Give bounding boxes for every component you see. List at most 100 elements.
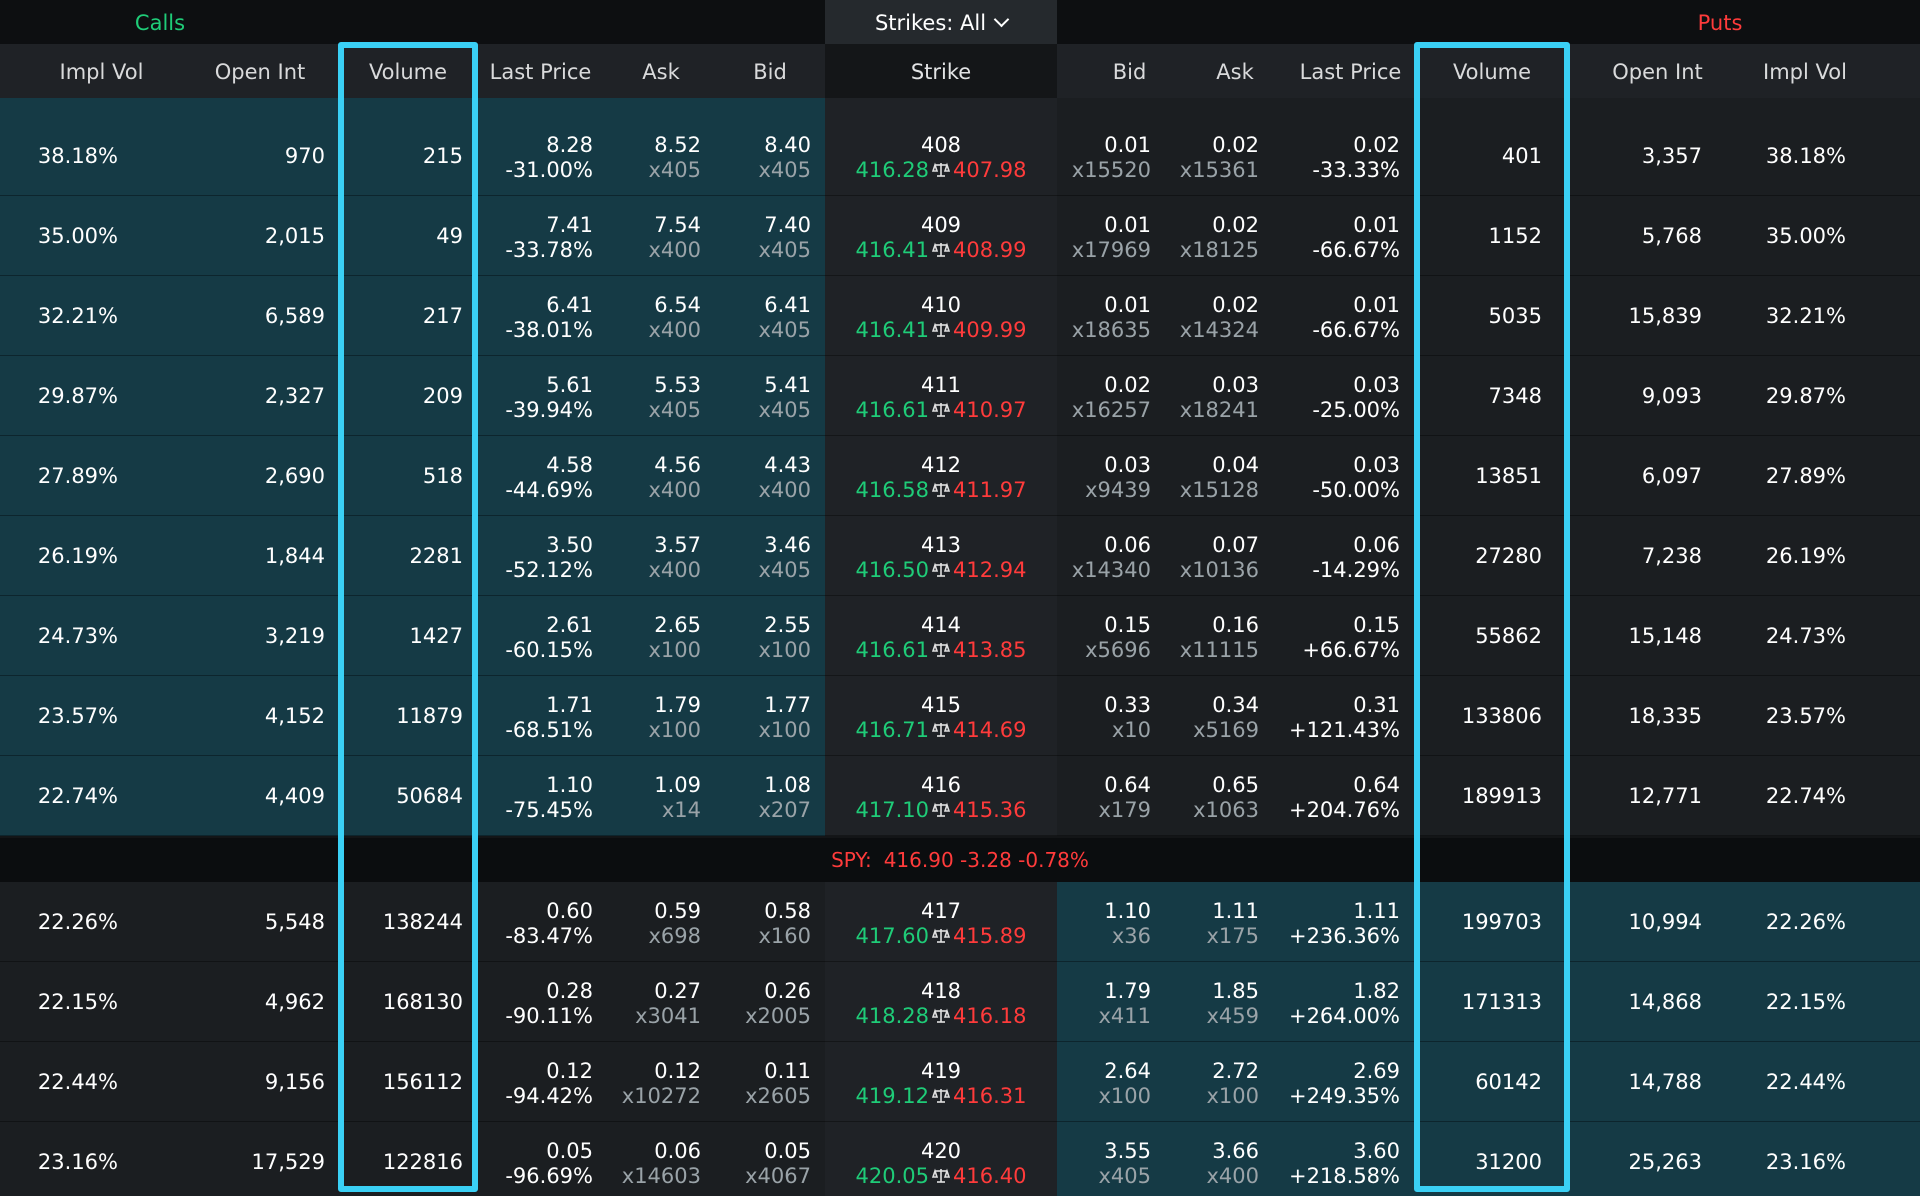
put-bid-cell[interactable]: 0.15 x5696 <box>1057 596 1165 676</box>
calls-header-bid[interactable]: Bid <box>753 60 787 84</box>
strike-cell[interactable]: 417 417.60 415.89 <box>825 882 1057 962</box>
put-ask-cell[interactable]: 0.34 x5169 <box>1165 676 1273 756</box>
put-oi-cell[interactable]: 9,093 <box>1570 356 1720 436</box>
call-iv-cell[interactable]: 22.44% <box>0 1042 163 1122</box>
put-oi-cell[interactable]: 18,335 <box>1570 676 1720 756</box>
call-oi-cell[interactable]: 1,844 <box>163 516 339 596</box>
call-ask-cell[interactable]: 7.54 x400 <box>607 196 715 276</box>
put-oi-cell[interactable]: 10,994 <box>1570 882 1720 962</box>
call-bid-cell[interactable]: 0.58 x160 <box>715 882 825 962</box>
put-bid-cell[interactable]: 1.79 x411 <box>1057 962 1165 1042</box>
call-last-price-cell[interactable]: 0.60 -83.47% <box>477 882 607 962</box>
call-iv-cell[interactable]: 22.26% <box>0 882 163 962</box>
put-vol-cell[interactable]: 171313 <box>1414 962 1570 1042</box>
put-vol-cell[interactable]: 55862 <box>1414 596 1570 676</box>
strike-cell[interactable]: 420 420.05 416.40 <box>825 1122 1057 1196</box>
put-iv-cell[interactable]: 32.21% <box>1720 276 1862 356</box>
puts-header-bid[interactable]: Bid <box>1112 60 1147 84</box>
put-last-price-cell[interactable]: 2.69 +249.35% <box>1273 1042 1414 1122</box>
strike-cell[interactable]: 414 416.61 413.85 <box>825 596 1057 676</box>
call-ask-cell[interactable]: 2.65 x100 <box>607 596 715 676</box>
put-last-price-cell[interactable]: 1.11 +236.36% <box>1273 882 1414 962</box>
put-last-price-cell[interactable]: 1.82 +264.00% <box>1273 962 1414 1042</box>
put-ask-cell[interactable]: 0.65 x1063 <box>1165 756 1273 836</box>
call-ask-cell[interactable]: 4.56 x400 <box>607 436 715 516</box>
put-iv-cell[interactable]: 22.44% <box>1720 1042 1862 1122</box>
call-last-price-cell[interactable]: 4.58 -44.69% <box>477 436 607 516</box>
put-vol-cell[interactable]: 133806 <box>1414 676 1570 756</box>
strike-cell[interactable]: 411 416.61 410.97 <box>825 356 1057 436</box>
call-last-price-cell[interactable]: 0.28 -90.11% <box>477 962 607 1042</box>
put-oi-cell[interactable]: 6,097 <box>1570 436 1720 516</box>
call-last-price-cell[interactable]: 7.41 -33.78% <box>477 196 607 276</box>
call-oi-cell[interactable]: 970 <box>163 116 339 196</box>
put-last-price-cell[interactable]: 0.01 -66.67% <box>1273 196 1414 276</box>
call-vol-cell[interactable]: 217 <box>339 276 477 356</box>
call-iv-cell[interactable]: 23.16% <box>0 1122 163 1196</box>
call-bid-cell[interactable]: 0.26 x2005 <box>715 962 825 1042</box>
puts-header-oi[interactable]: Open Int <box>1612 60 1703 84</box>
put-bid-cell[interactable]: 0.02 x16257 <box>1057 356 1165 436</box>
call-vol-cell[interactable]: 2281 <box>339 516 477 596</box>
put-last-price-cell[interactable]: 0.03 -25.00% <box>1273 356 1414 436</box>
table-row[interactable]: 23.16% 17,529 122816 0.05 -96.69% 0.06 x14603 0… <box>0 1122 1920 1196</box>
table-row[interactable]: 22.74% 4,409 50684 1.10 -75.45% 1.09 x14 1.08 x2… <box>0 756 1920 836</box>
put-iv-cell[interactable]: 35.00% <box>1720 196 1862 276</box>
call-bid-cell[interactable]: 4.43 x400 <box>715 436 825 516</box>
put-oi-cell[interactable]: 15,839 <box>1570 276 1720 356</box>
call-last-price-cell[interactable]: 6.41 -38.01% <box>477 276 607 356</box>
table-row[interactable]: 22.44% 9,156 156112 0.12 -94.42% 0.12 x10272 0.… <box>0 1042 1920 1122</box>
call-bid-cell[interactable]: 2.55 x100 <box>715 596 825 676</box>
put-last-price-cell[interactable]: 0.31 +121.43% <box>1273 676 1414 756</box>
call-iv-cell[interactable]: 22.74% <box>0 756 163 836</box>
call-last-price-cell[interactable]: 8.28 -31.00% <box>477 116 607 196</box>
call-iv-cell[interactable]: 23.57% <box>0 676 163 756</box>
put-bid-cell[interactable]: 0.03 x9439 <box>1057 436 1165 516</box>
put-vol-cell[interactable]: 7348 <box>1414 356 1570 436</box>
call-oi-cell[interactable]: 2,327 <box>163 356 339 436</box>
call-iv-cell[interactable]: 38.18% <box>0 116 163 196</box>
call-bid-cell[interactable]: 3.46 x405 <box>715 516 825 596</box>
put-iv-cell[interactable]: 23.57% <box>1720 676 1862 756</box>
strike-cell[interactable]: 409 416.41 408.99 <box>825 196 1057 276</box>
call-vol-cell[interactable]: 168130 <box>339 962 477 1042</box>
call-vol-cell[interactable]: 518 <box>339 436 477 516</box>
put-oi-cell[interactable]: 14,788 <box>1570 1042 1720 1122</box>
put-oi-cell[interactable]: 25,263 <box>1570 1122 1720 1196</box>
call-oi-cell[interactable]: 9,156 <box>163 1042 339 1122</box>
put-iv-cell[interactable]: 26.19% <box>1720 516 1862 596</box>
put-last-price-cell[interactable]: 0.01 -66.67% <box>1273 276 1414 356</box>
put-ask-cell[interactable]: 0.02 x18125 <box>1165 196 1273 276</box>
put-vol-cell[interactable]: 189913 <box>1414 756 1570 836</box>
call-ask-cell[interactable]: 1.79 x100 <box>607 676 715 756</box>
call-bid-cell[interactable]: 6.41 x405 <box>715 276 825 356</box>
put-iv-cell[interactable]: 23.16% <box>1720 1122 1862 1196</box>
table-row[interactable]: 27.89% 2,690 518 4.58 -44.69% 4.56 x400 4.43 x40… <box>0 436 1920 516</box>
table-row[interactable]: 22.15% 4,962 168130 0.28 -90.11% 0.27 x3041 0.2… <box>0 962 1920 1042</box>
call-bid-cell[interactable]: 1.77 x100 <box>715 676 825 756</box>
put-vol-cell[interactable]: 199703 <box>1414 882 1570 962</box>
strikes-filter-dropdown[interactable]: Strikes: All <box>825 0 1057 44</box>
call-oi-cell[interactable]: 6,589 <box>163 276 339 356</box>
put-iv-cell[interactable]: 22.15% <box>1720 962 1862 1042</box>
call-ask-cell[interactable]: 8.52 x405 <box>607 116 715 196</box>
put-ask-cell[interactable]: 2.72 x100 <box>1165 1042 1273 1122</box>
call-vol-cell[interactable]: 50684 <box>339 756 477 836</box>
call-vol-cell[interactable]: 156112 <box>339 1042 477 1122</box>
put-vol-cell[interactable]: 401 <box>1414 116 1570 196</box>
table-row[interactable]: 35.00% 2,015 49 7.41 -33.78% 7.54 x400 7.40 x405… <box>0 196 1920 276</box>
call-iv-cell[interactable]: 35.00% <box>0 196 163 276</box>
call-bid-cell[interactable]: 1.08 x207 <box>715 756 825 836</box>
calls-header-vol[interactable]: Volume <box>368 60 448 84</box>
call-vol-cell[interactable]: 1427 <box>339 596 477 676</box>
call-oi-cell[interactable]: 3,219 <box>163 596 339 676</box>
call-last-price-cell[interactable]: 2.61 -60.15% <box>477 596 607 676</box>
call-iv-cell[interactable]: 32.21% <box>0 276 163 356</box>
put-last-price-cell[interactable]: 0.15 +66.67% <box>1273 596 1414 676</box>
put-iv-cell[interactable]: 24.73% <box>1720 596 1862 676</box>
call-bid-cell[interactable]: 0.11 x2605 <box>715 1042 825 1122</box>
put-ask-cell[interactable]: 0.07 x10136 <box>1165 516 1273 596</box>
call-oi-cell[interactable]: 17,529 <box>163 1122 339 1196</box>
put-oi-cell[interactable]: 5,768 <box>1570 196 1720 276</box>
put-last-price-cell[interactable]: 3.60 +218.58% <box>1273 1122 1414 1196</box>
